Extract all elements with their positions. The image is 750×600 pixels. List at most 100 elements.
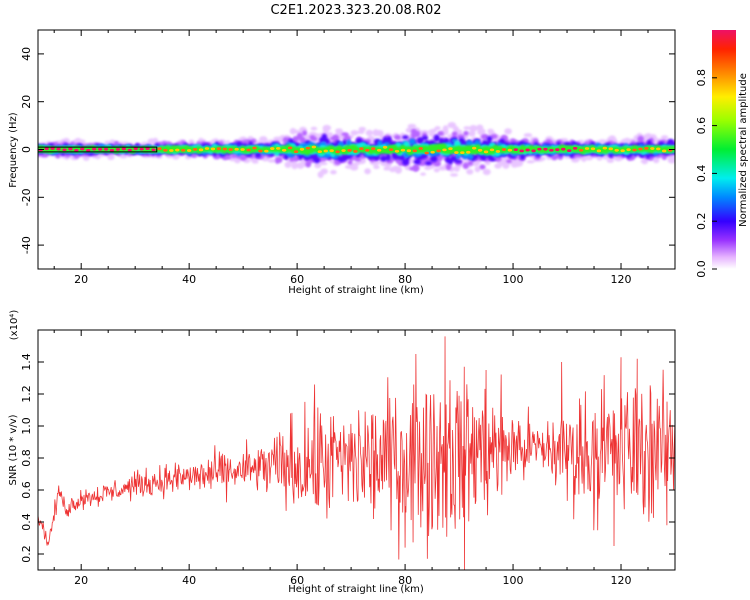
snr-x-tick-label: 60 xyxy=(290,574,304,587)
spectrogram-peak xyxy=(501,148,507,151)
spectrogram-peak xyxy=(513,148,518,152)
snr-y-tick-label: 0.2 xyxy=(20,545,33,563)
spectrogram-x-tick-label: 60 xyxy=(290,273,304,286)
spectrogram-cell xyxy=(402,135,409,140)
spectrogram-cell xyxy=(437,131,444,136)
snr-y-tick-label: 0.6 xyxy=(20,481,33,499)
snr-frame xyxy=(37,329,676,571)
spectrogram-y-tick-label: -20 xyxy=(20,188,33,206)
spectrogram-peak xyxy=(264,149,269,153)
spectrogram-peak xyxy=(406,149,412,153)
spectrogram-x-tick-label: 120 xyxy=(611,273,632,286)
spectrogram-cell xyxy=(394,134,401,140)
spectrogram-peak xyxy=(489,148,495,152)
spectrogram-peak xyxy=(157,147,162,151)
spectrogram-cell xyxy=(291,129,300,134)
spectrogram-peak xyxy=(662,149,667,153)
spectrogram-peak xyxy=(121,147,127,151)
spectrogram-peak xyxy=(287,146,293,150)
spectrogram-peak xyxy=(216,147,222,151)
spectrogram-peak xyxy=(471,146,477,150)
spectrogram-peak xyxy=(584,147,590,150)
spectrogram-peak xyxy=(163,148,168,152)
spectrogram-peak xyxy=(103,147,109,151)
spectrogram-cell xyxy=(454,160,462,164)
spectrogram-peak xyxy=(86,148,91,152)
spectrogram-peak xyxy=(371,147,376,151)
spectrogram-cell xyxy=(421,153,428,159)
spectrogram-x-tick-label: 80 xyxy=(398,273,412,286)
spectrogram-peak xyxy=(412,149,418,153)
spectrogram-peak xyxy=(329,149,334,153)
spectrogram-peak xyxy=(483,150,489,154)
spectrogram-peak xyxy=(252,146,257,150)
spectrogram-peak xyxy=(192,147,198,151)
spectrogram-cell xyxy=(504,128,512,135)
spectrogram-cell xyxy=(320,168,329,175)
spectrogram-cell xyxy=(606,158,614,163)
spectrogram-cell xyxy=(416,137,424,145)
spectrogram-cell xyxy=(424,161,432,166)
spectrogram-x-tick-label: 20 xyxy=(74,273,88,286)
spectrogram-peak xyxy=(418,147,423,150)
snr-panel: 20 40 60 80 100 120 0.2 0.4 0.6 0.8 1.0 1.2 1.4 Hei… xyxy=(8,310,676,595)
spectrogram-cell xyxy=(671,154,675,160)
spectrogram-peak xyxy=(436,149,441,153)
spectrogram-peak xyxy=(578,148,584,152)
spectrogram-peak xyxy=(74,148,79,152)
spectrogram-peak xyxy=(561,147,566,151)
spectrogram-cell xyxy=(320,141,327,146)
spectrogram-cell xyxy=(463,130,469,136)
spectrogram-peak xyxy=(186,149,192,152)
snr-y-label: SNR (10 * v/v) xyxy=(8,414,19,485)
spectrogram-peak xyxy=(430,150,435,154)
spectrogram-peak xyxy=(68,147,73,151)
spectrogram-peak xyxy=(335,150,340,154)
spectrogram-peak xyxy=(246,148,251,152)
spectrogram-peak xyxy=(139,147,144,151)
snr-y-tick-label: 1.0 xyxy=(20,417,33,435)
spectrogram-cell xyxy=(321,133,328,141)
spectrogram-peak xyxy=(608,147,613,151)
spectrogram-x-tick-label: 100 xyxy=(503,273,524,286)
spectrogram-core xyxy=(38,145,673,155)
spectrogram-peak xyxy=(566,149,572,153)
snr-y-tick-label: 1.4 xyxy=(20,353,33,371)
spectrogram-cell xyxy=(585,155,594,161)
spectrogram-peak xyxy=(293,150,299,154)
spectrogram-cell xyxy=(420,172,426,176)
snr-y-tick-label: 0.8 xyxy=(20,449,33,467)
snr-y-tick-label: 1.2 xyxy=(20,385,33,403)
spectrogram-cell xyxy=(349,164,359,171)
colorbar-tick-label: 0.8 xyxy=(695,69,708,87)
spectrogram-cell xyxy=(408,138,416,145)
spectrogram-cell xyxy=(519,153,526,160)
spectrogram-peak xyxy=(614,148,619,152)
snr-y-tick-label: 0.4 xyxy=(20,513,33,531)
spectrogram-y-tick-label: -40 xyxy=(20,236,33,254)
spectrogram-peak xyxy=(270,147,275,150)
spectrogram-cell xyxy=(251,159,259,164)
spectrogram-cell xyxy=(637,135,644,143)
spectrogram-peak xyxy=(127,148,132,152)
spectrogram-cell xyxy=(412,164,420,172)
snr-x-tick-label: 40 xyxy=(182,574,196,587)
spectrogram-peak xyxy=(222,147,227,151)
spectrogram-y-label: Frequency (Hz) xyxy=(8,112,19,188)
snr-y-ticks: 0.2 0.4 0.6 0.8 1.0 1.2 1.4 xyxy=(20,353,675,563)
spectrogram-peak xyxy=(323,149,328,153)
spectrogram-peak xyxy=(555,148,560,152)
spectrogram-cell xyxy=(472,154,479,160)
spectrogram-peak xyxy=(632,148,637,152)
spectrogram-peak xyxy=(204,147,210,150)
spectrogram-cell xyxy=(267,159,277,163)
spectrogram-cell xyxy=(365,129,374,137)
spectrogram-cell xyxy=(421,135,429,141)
spectrogram-cell xyxy=(447,122,457,129)
spectrogram-cell xyxy=(469,125,478,132)
spectrogram-peak xyxy=(466,150,471,154)
spectrogram-cell xyxy=(478,128,486,134)
spectrogram-x-tick-label: 40 xyxy=(182,273,196,286)
spectrogram-peak xyxy=(169,149,174,152)
